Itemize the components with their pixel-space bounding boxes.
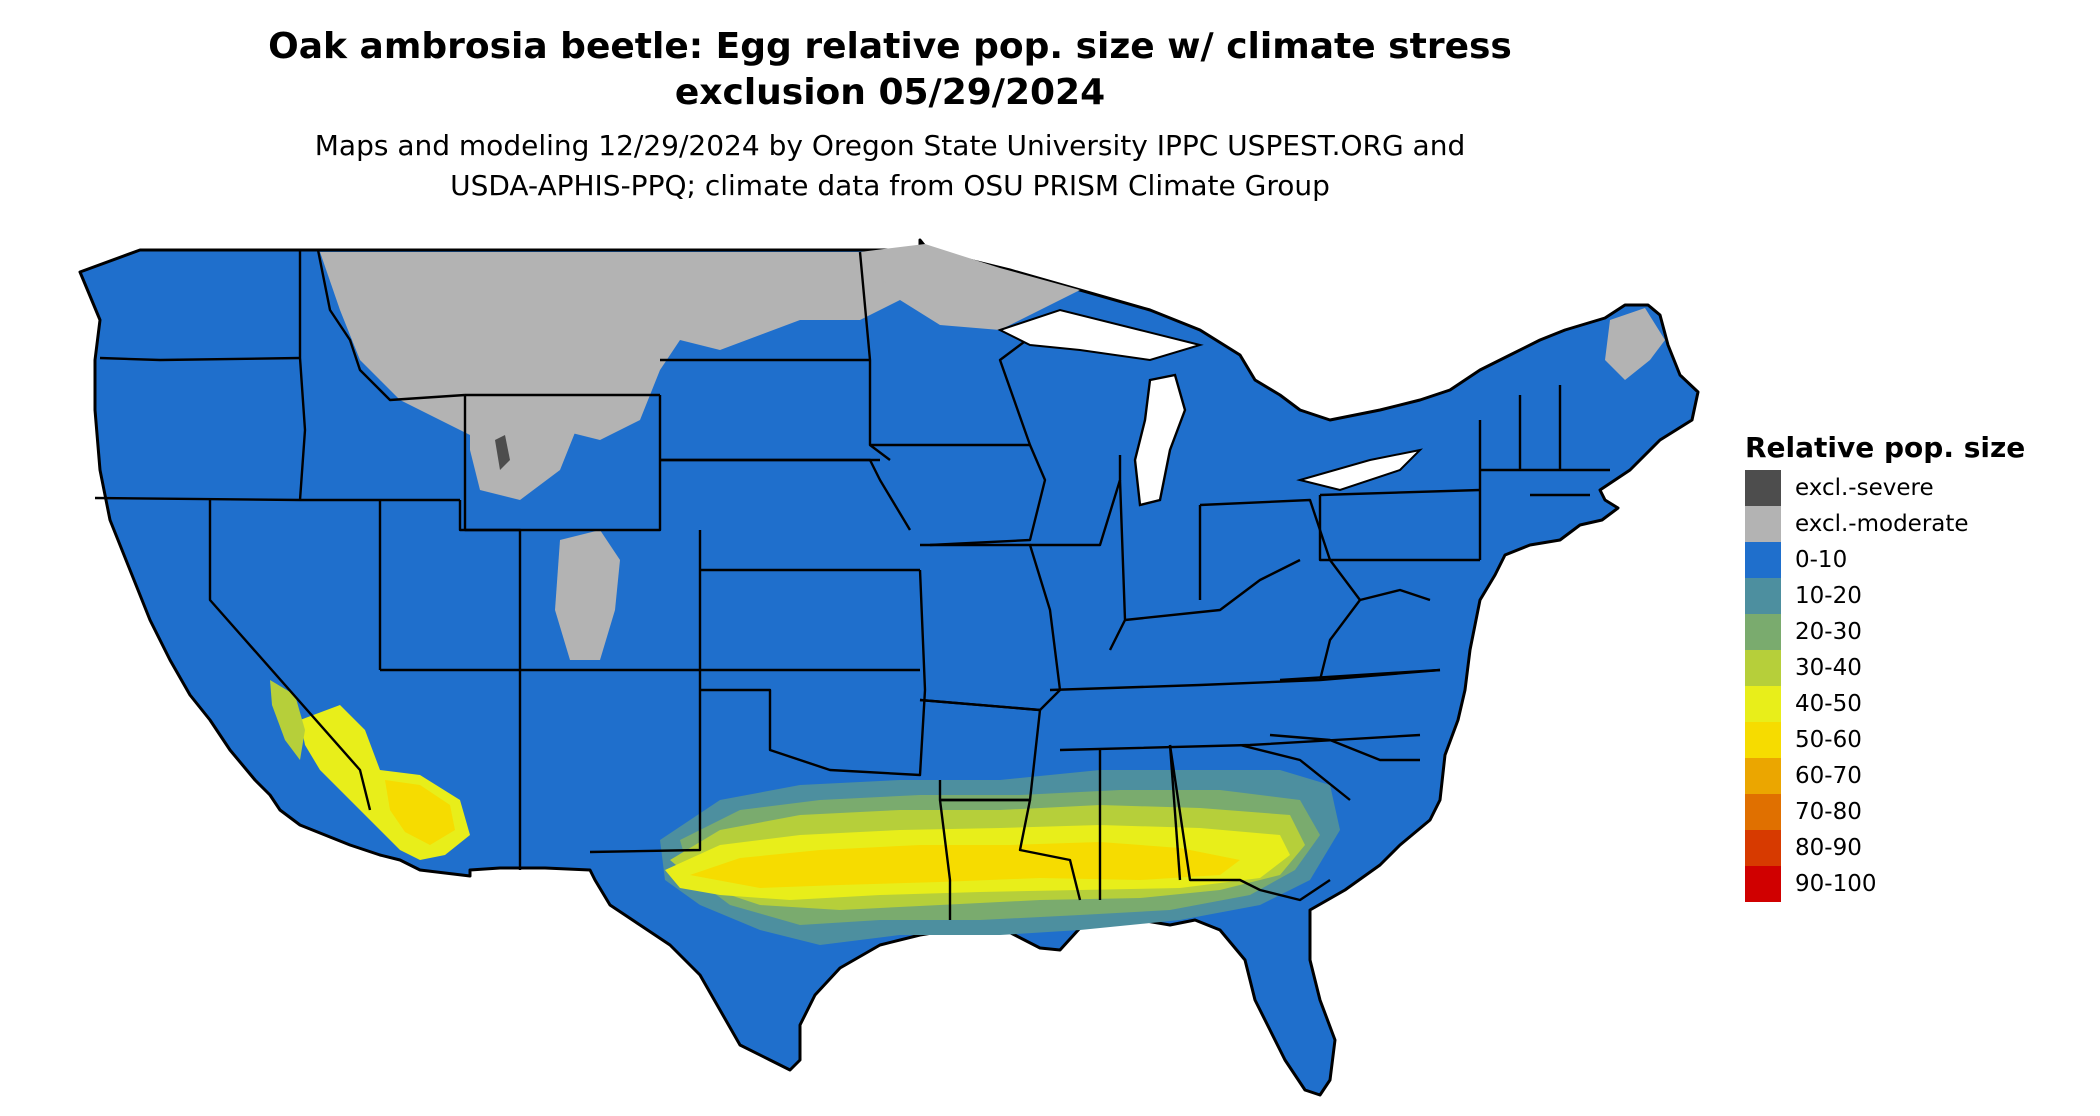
legend-label: 0-10 [1795,547,1848,573]
legend-swatch [1745,614,1781,650]
legend-item: 70-80 [1745,794,2025,830]
us-land-base [78,238,1700,1097]
map-subtitle: Maps and modeling 12/29/2024 by Oregon S… [0,126,1780,206]
legend-item: excl.-severe [1745,470,2025,506]
legend-swatch [1745,506,1781,542]
legend-label: 10-20 [1795,583,1862,609]
legend-item: 0-10 [1745,542,2025,578]
legend-swatch [1745,686,1781,722]
legend-swatch [1745,866,1781,902]
legend: Relative pop. size excl.-severe excl.-mod… [1745,430,2025,902]
legend-item: 80-90 [1745,830,2025,866]
legend-item: 10-20 [1745,578,2025,614]
legend-item: excl.-moderate [1745,506,2025,542]
excluded-severe-wyoming [495,435,510,470]
legend-swatch [1745,470,1781,506]
map-title: Oak ambrosia beetle: Egg relative pop. s… [0,24,1780,116]
excluded-minnesota [860,244,1080,330]
legend-swatch [1745,758,1781,794]
legend-item: 30-40 [1745,650,2025,686]
excluded-colorado [555,530,620,660]
excluded-maine [1605,308,1665,380]
subtitle-line-2: USDA-APHIS-PPQ; climate data from OSU PR… [450,169,1330,202]
legend-label: 70-80 [1795,799,1862,825]
legend-label: 40-50 [1795,691,1862,717]
legend-swatch [1745,794,1781,830]
legend-item: 60-70 [1745,758,2025,794]
legend-item: 90-100 [1745,866,2025,902]
band-50-60-south [690,842,1240,888]
legend-title: Relative pop. size [1745,431,2026,464]
legend-items: excl.-severe excl.-moderate 0-10 10-20 20-30… [1745,470,2025,902]
title-line-2: exclusion 05/29/2024 [674,72,1106,113]
band-30-40-california [270,680,305,760]
excluded-idaho [360,300,440,400]
legend-label: 80-90 [1795,835,1862,861]
state-borders [94,249,1610,920]
lake-erie [1296,448,1424,492]
legend-swatch [1745,542,1781,578]
legend-label: 60-70 [1795,763,1862,789]
legend-label: 50-60 [1795,727,1862,753]
subtitle-line-1: Maps and modeling 12/29/2024 by Oregon S… [314,129,1466,162]
excluded-wyoming [470,395,580,500]
legend-label: excl.-moderate [1795,511,1969,537]
legend-label: 30-40 [1795,655,1862,681]
excluded-northern-plains [320,252,930,440]
band-50-60-arizona [385,780,455,845]
legend-label: 20-30 [1795,619,1862,645]
legend-item: 40-50 [1745,686,2025,722]
lake-superior [997,308,1204,362]
lake-michigan [1133,373,1187,507]
legend-swatch [1745,650,1781,686]
legend-label: 90-100 [1795,871,1877,897]
legend-swatch [1745,722,1781,758]
legend-label: excl.-severe [1795,475,1934,501]
legend-swatch [1745,830,1781,866]
title-line-1: Oak ambrosia beetle: Egg relative pop. s… [268,26,1512,67]
legend-item: 50-60 [1745,722,2025,758]
legend-swatch [1745,578,1781,614]
legend-item: 20-30 [1745,614,2025,650]
